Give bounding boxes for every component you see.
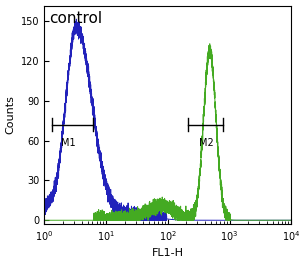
Y-axis label: Counts: Counts (6, 96, 16, 134)
Text: M2: M2 (199, 138, 214, 148)
X-axis label: FL1-H: FL1-H (152, 248, 184, 258)
Text: M1: M1 (61, 138, 75, 148)
Text: control: control (49, 11, 103, 26)
